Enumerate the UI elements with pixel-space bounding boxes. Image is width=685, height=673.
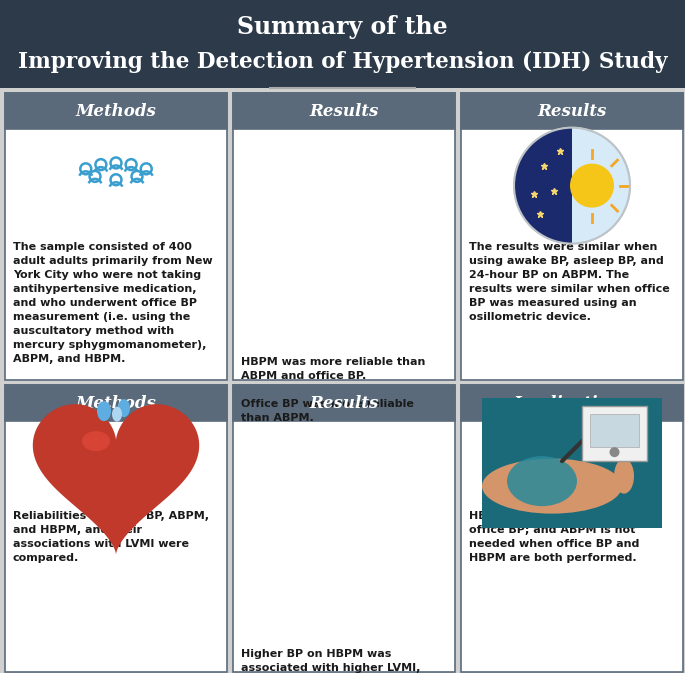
Ellipse shape xyxy=(482,458,622,513)
Circle shape xyxy=(610,447,619,457)
Text: Methods: Methods xyxy=(75,102,156,120)
Ellipse shape xyxy=(97,401,111,421)
Bar xyxy=(233,385,455,672)
Bar xyxy=(461,93,683,129)
Text: Improving the Detection of Hypertension (IDH) Study: Improving the Detection of Hypertension … xyxy=(18,51,667,73)
Bar xyxy=(461,93,683,380)
Bar xyxy=(233,385,455,421)
Text: Results: Results xyxy=(310,102,379,120)
Bar xyxy=(5,385,227,672)
Text: HBPM is superior to ABPM and
office BP; and ABPM is not
needed when office BP an: HBPM is superior to ABPM and office BP; … xyxy=(469,511,660,563)
Bar xyxy=(0,0,685,88)
Bar xyxy=(482,398,662,528)
Wedge shape xyxy=(514,128,572,244)
Bar xyxy=(233,93,455,129)
Bar xyxy=(5,93,227,380)
Bar xyxy=(461,385,683,672)
Text: Results: Results xyxy=(310,394,379,411)
Text: The results were similar when
using awake BP, asleep BP, and
24-hour BP on ABPM.: The results were similar when using awak… xyxy=(469,242,670,322)
Bar xyxy=(590,414,639,447)
Ellipse shape xyxy=(614,458,634,493)
Text: Methods: Methods xyxy=(75,394,156,411)
Circle shape xyxy=(514,128,630,244)
Text: Summary of the: Summary of the xyxy=(237,15,448,39)
Text: Implications: Implications xyxy=(513,394,631,411)
Ellipse shape xyxy=(82,431,110,451)
Ellipse shape xyxy=(112,406,122,422)
Bar xyxy=(5,93,227,129)
Text: The sample consisted of 400
adult adults primarily from New
York City who were n: The sample consisted of 400 adult adults… xyxy=(13,242,212,364)
Text: HBPM was more reliable than
ABPM and office BP.

Office BP was more reliable
tha: HBPM was more reliable than ABPM and off… xyxy=(241,357,425,423)
Text: Reliabilities of office BP, ABPM,
and HBPM, and their
associations with LVMI wer: Reliabilities of office BP, ABPM, and HB… xyxy=(13,511,209,563)
Text: Results: Results xyxy=(537,102,607,120)
Bar xyxy=(461,385,683,421)
Circle shape xyxy=(570,164,614,207)
Ellipse shape xyxy=(507,456,577,506)
Polygon shape xyxy=(33,404,199,555)
Ellipse shape xyxy=(118,399,130,417)
Bar xyxy=(233,93,455,380)
Bar xyxy=(5,385,227,421)
Text: Higher BP on HBPM was
associated with higher LVMI,
independent of office BP and : Higher BP on HBPM was associated with hi… xyxy=(241,649,443,673)
Bar xyxy=(582,406,647,461)
